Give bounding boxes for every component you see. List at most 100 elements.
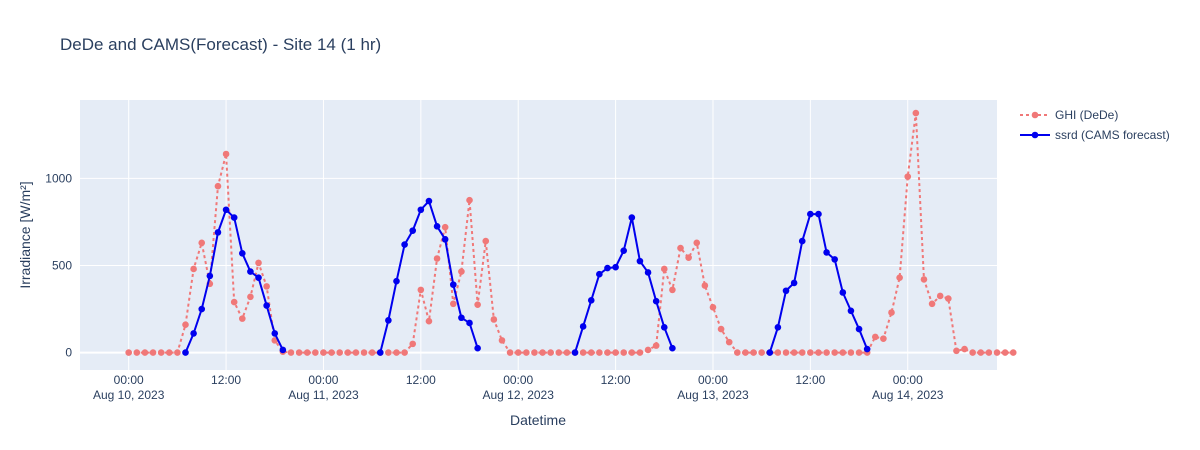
data-point [385, 349, 392, 356]
data-point [255, 259, 262, 267]
data-point [652, 297, 660, 305]
data-point [263, 283, 270, 290]
x-tick-time: 00:00 [503, 373, 533, 387]
data-point [360, 349, 368, 356]
data-point [255, 274, 262, 281]
legend-marker [1031, 131, 1039, 139]
data-point [628, 349, 636, 356]
data-point [376, 349, 384, 356]
legend-label[interactable]: ssrd (CAMS forecast) [1055, 128, 1170, 142]
data-point [344, 349, 352, 356]
data-point [709, 303, 717, 311]
data-point [239, 315, 246, 322]
data-point [596, 349, 603, 356]
data-point [579, 349, 587, 356]
data-point [985, 349, 993, 356]
data-point [725, 338, 733, 346]
data-point [579, 323, 587, 330]
legend-label[interactable]: GHI (DeDe) [1055, 108, 1118, 122]
data-point [977, 349, 985, 356]
data-point [417, 286, 425, 294]
data-point [336, 349, 343, 356]
data-point [247, 293, 254, 301]
data-point [239, 249, 246, 257]
data-point [247, 268, 254, 275]
data-point [953, 347, 960, 355]
data-point [685, 254, 692, 261]
data-point [701, 282, 709, 289]
x-tick-date: Aug 13, 2023 [677, 388, 749, 402]
data-point [320, 349, 327, 356]
data-point [165, 349, 173, 356]
data-point [295, 349, 303, 356]
data-point [798, 349, 806, 356]
x-tick-time: 00:00 [893, 373, 923, 387]
x-tick-time: 00:00 [698, 373, 728, 387]
data-point [782, 349, 790, 356]
data-point [157, 349, 165, 356]
x-tick-time: 12:00 [601, 373, 631, 387]
data-point [774, 324, 782, 331]
data-point [604, 264, 611, 272]
data-point [182, 349, 189, 356]
y-tick-label: 0 [65, 346, 72, 360]
data-point [596, 270, 603, 278]
data-point [393, 349, 400, 356]
data-point [1009, 349, 1017, 356]
data-point [571, 349, 579, 356]
data-point [620, 247, 628, 254]
data-point [628, 214, 636, 221]
data-point [831, 349, 838, 356]
x-tick-date: Aug 11, 2023 [288, 388, 359, 402]
data-point [839, 349, 847, 356]
data-point [303, 349, 311, 356]
data-point [847, 349, 855, 356]
data-point [401, 349, 408, 356]
data-point [888, 309, 895, 316]
data-point [174, 349, 181, 356]
x-tick-date: Aug 14, 2023 [872, 388, 944, 402]
data-point [125, 349, 132, 356]
data-point [198, 239, 206, 247]
data-point [312, 349, 319, 356]
data-point [644, 346, 652, 354]
data-point [385, 317, 392, 324]
data-point [660, 265, 668, 273]
data-point [790, 349, 798, 356]
data-point [490, 316, 498, 323]
data-point [368, 349, 376, 356]
data-point [449, 300, 457, 308]
data-point [815, 349, 822, 356]
data-point [190, 330, 197, 337]
data-point [855, 349, 863, 356]
data-point [620, 349, 628, 356]
data-point [669, 344, 676, 352]
data-point [669, 286, 676, 294]
data-point [133, 349, 141, 356]
data-point [555, 349, 563, 356]
x-tick-time: 00:00 [114, 373, 144, 387]
data-point [945, 295, 952, 302]
data-point [287, 349, 295, 356]
data-point [458, 314, 465, 322]
data-point [871, 333, 879, 341]
data-point [928, 300, 936, 308]
data-point [612, 349, 619, 356]
y-axis-title: Irradiance [W/m²] [17, 181, 33, 288]
data-point [936, 292, 944, 300]
x-tick-time: 12:00 [211, 373, 241, 387]
data-point [587, 349, 595, 356]
data-point [604, 349, 611, 356]
data-point [230, 214, 238, 221]
data-point [855, 325, 863, 333]
y-tick-label: 500 [52, 258, 72, 272]
data-point [328, 349, 335, 356]
data-point [417, 206, 425, 214]
legend[interactable]: GHI (DeDe) ssrd (CAMS forecast) [1020, 108, 1170, 142]
data-point [547, 349, 554, 356]
data-point [271, 330, 279, 337]
data-point [587, 297, 595, 304]
data-point [644, 269, 652, 276]
data-point [409, 227, 417, 234]
